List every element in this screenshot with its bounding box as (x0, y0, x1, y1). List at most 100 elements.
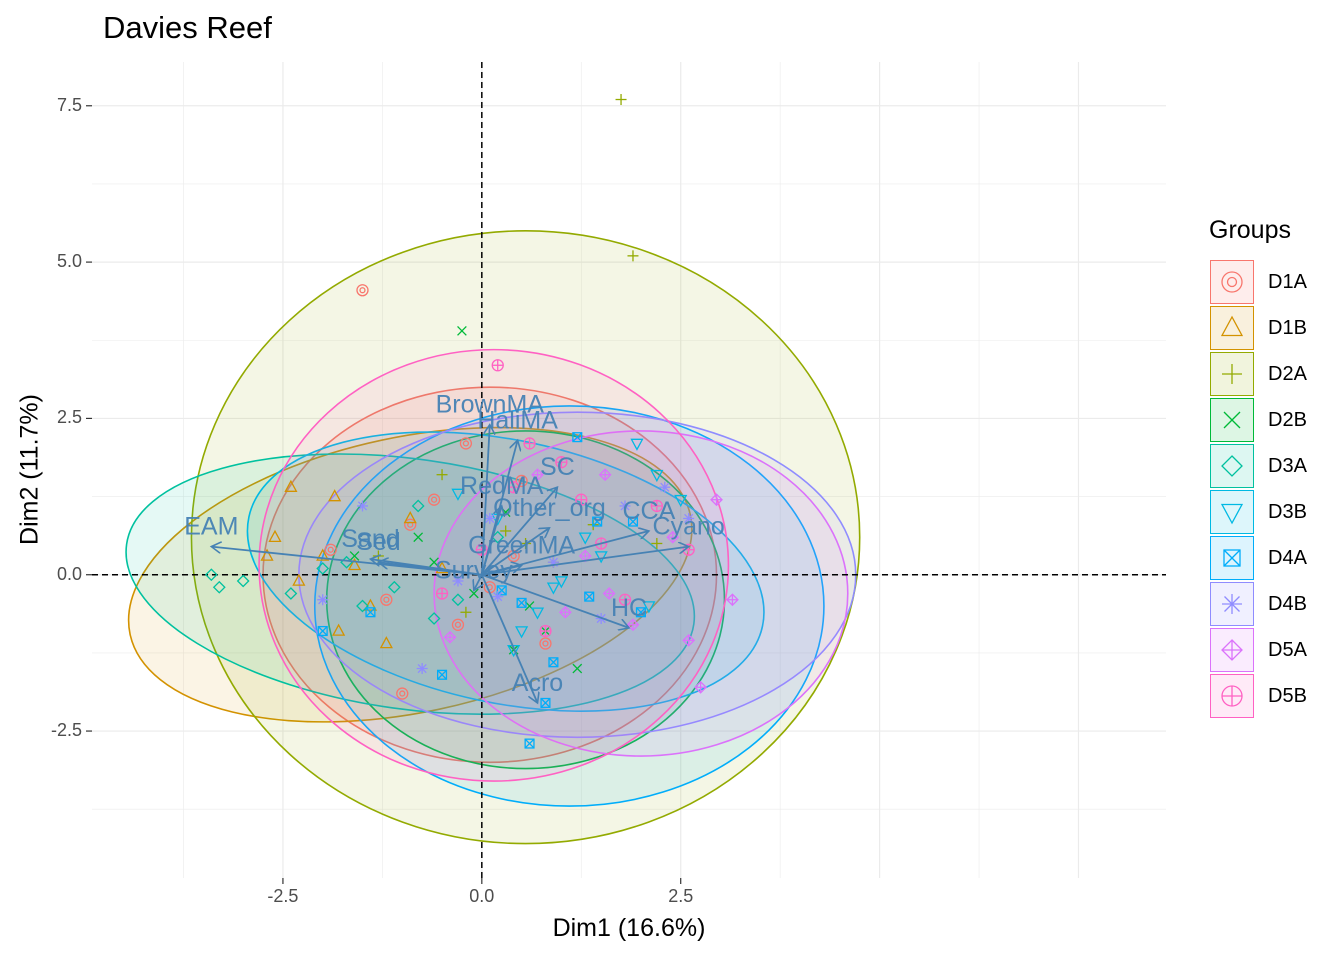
point-d3a (451, 593, 465, 607)
point-d3a (284, 587, 298, 600)
point-d5b (435, 587, 449, 600)
y-tick-label: 5.0 (56, 251, 82, 272)
y-tick-label: 2.5 (56, 407, 82, 428)
point-d3a (236, 574, 250, 588)
point-d3b (594, 551, 608, 564)
point-d3a (411, 499, 425, 513)
point-d4b (317, 594, 329, 606)
chart-title: Davies Reef (103, 10, 272, 45)
point-d4a (572, 432, 583, 443)
point-d4a (548, 657, 559, 668)
vector-label-cca: CCA (622, 497, 675, 525)
legend-marker-d3b (1220, 503, 1243, 524)
legend-marker-d2b (1223, 411, 1240, 428)
legend-label-d5b: D5B (1268, 685, 1307, 707)
point-d4b (619, 500, 631, 512)
point-d2a (436, 469, 448, 481)
legend-label-d5a: D5A (1268, 639, 1307, 661)
vector-arrow-survey (474, 574, 482, 591)
legend-key-d3b (1210, 490, 1254, 534)
legend-marker-d2a (1221, 363, 1242, 384)
point-d3b (507, 644, 521, 658)
legend-key-d1a (1210, 260, 1254, 304)
legend-key-d5a (1210, 628, 1254, 672)
legend-marker-d5b (1220, 684, 1243, 707)
point-d3b (642, 601, 656, 614)
vector-label-eam: EAM (184, 513, 238, 541)
point-d4a (516, 597, 527, 608)
legend-label-d4b: D4B (1268, 593, 1307, 615)
point-d5a (558, 605, 572, 619)
reference-lines (92, 62, 1166, 878)
legend-marker-d1b (1220, 315, 1243, 336)
point-d4a (317, 625, 328, 637)
point-d4b (484, 512, 496, 524)
point-d5a (598, 468, 612, 482)
legend-key-d2b (1210, 398, 1254, 442)
point-d5b (555, 456, 568, 469)
point-d1a (459, 437, 473, 450)
legend-key-d4b (1210, 582, 1254, 626)
point-d1b (403, 511, 417, 524)
point-d3a (212, 580, 226, 594)
point-d4a (524, 738, 535, 749)
point-d2b (457, 326, 467, 336)
point-d5b (650, 499, 663, 513)
point-d5b (507, 481, 520, 494)
point-d4b (356, 500, 368, 512)
legend-label-d4a: D4A (1268, 547, 1307, 569)
y-axis-title: Dim2 (11.7%) (15, 394, 44, 545)
point-d5b (618, 593, 632, 606)
point-d5b (539, 624, 552, 638)
point-d5b (491, 359, 504, 372)
point-d2a (615, 94, 627, 106)
vector-arrow-other_org (481, 528, 550, 576)
point-d3b (451, 488, 465, 501)
point-d4a (540, 697, 551, 708)
legend-key-d4a (1210, 536, 1254, 580)
point-d5a (666, 530, 680, 544)
axis-ticks (86, 105, 682, 884)
point-d3b (515, 626, 529, 639)
y-tick-label: 7.5 (56, 94, 82, 115)
point-d2a (460, 606, 472, 618)
vector-arrow-sed (378, 562, 482, 576)
vector-label-redma: RedMA (460, 472, 544, 500)
legend-marker-d5a (1220, 638, 1243, 661)
legend-label-d1b: D1B (1268, 317, 1307, 339)
legend-marker-d3a (1220, 454, 1243, 477)
point-d1b (435, 561, 449, 574)
vector-label-sand: Sand (341, 525, 399, 553)
point-d5a (694, 680, 708, 694)
legend-label-d3b: D3B (1268, 501, 1307, 523)
point-d4a (436, 669, 448, 680)
vector-label-hc: HC (611, 594, 647, 622)
point-d1b (347, 557, 362, 571)
legend-marker-d1a (1220, 270, 1243, 293)
vector-label-sc: SC (540, 453, 575, 481)
vector-label-acro: Acro (512, 669, 563, 697)
vector-label-cyano: Cyano (653, 513, 725, 541)
point-d4a (496, 585, 507, 596)
point-d4b (452, 575, 464, 587)
point-d1b (332, 623, 346, 636)
x-axis-title: Dim1 (16.6%) (552, 914, 706, 942)
point-d3b (578, 532, 592, 545)
legend-key-d2a (1210, 352, 1254, 396)
point-d3a (204, 568, 218, 582)
legend-title: Groups (1209, 216, 1291, 244)
point-d2b (349, 551, 360, 561)
point-d1b (284, 479, 298, 492)
legend-label-d1a: D1A (1268, 271, 1307, 293)
x-tick-label: 2.5 (668, 886, 694, 906)
point-d2a (627, 250, 639, 262)
variable-vectors: EAM SandSedBrownMAHaliMARedMASCOther_orgS… (184, 391, 725, 703)
legend-key-d1b (1210, 306, 1254, 350)
point-d1a (356, 284, 369, 297)
legend-label-d3a: D3A (1268, 455, 1307, 477)
vector-arrow-acro (480, 574, 538, 703)
point-d2b (429, 557, 439, 568)
point-d5b (475, 543, 488, 556)
point-d4a (584, 591, 595, 602)
